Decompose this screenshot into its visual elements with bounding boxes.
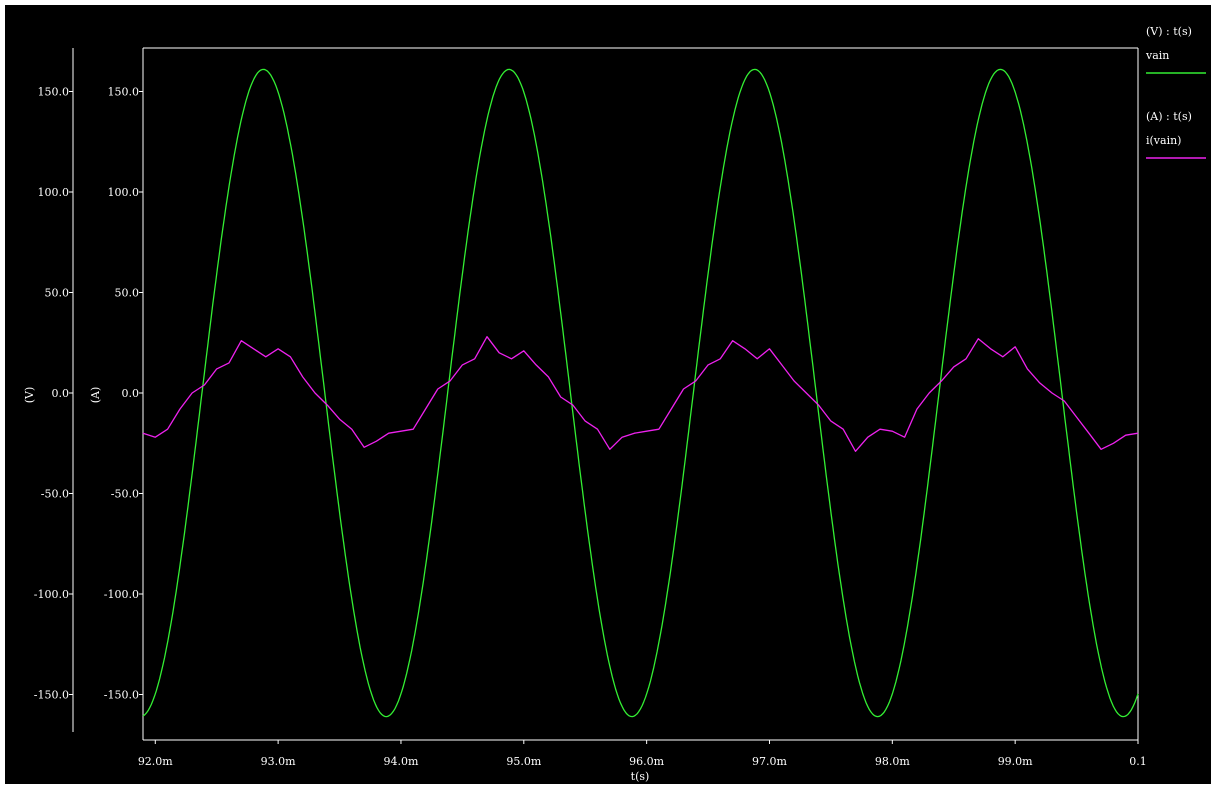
x-tick-label: 96.0m [629,755,664,768]
x-tick-label: 99.0m [998,755,1033,768]
series-layer [142,68,1139,718]
plot-window: 150.0 100.0 50.0 0.0 -50.0 -100.0 -150.0 150.0… [5,5,1211,784]
y-tick-label-current: 0.0 [122,387,140,400]
legend: (V) : t(s) vain (A) : t(s) i(vain) [1145,25,1206,159]
y-tick-label-voltage: -100.0 [34,588,69,601]
y-tick-label-voltage: 100.0 [38,186,70,199]
x-tick-label: 97.0m [752,755,787,768]
series-line-i-vain [142,336,1139,452]
x-tick-label: 0.1 [1129,755,1147,768]
x-tick-label: 98.0m [875,755,910,768]
y-axis-voltage-ticks: 150.0 100.0 50.0 0.0 -50.0 -100.0 -150.0 [34,86,73,702]
y-tick-label-voltage: -50.0 [41,488,69,501]
y-tick-label-current: -100.0 [104,588,139,601]
legend-series-name: i(vain) [1146,134,1181,147]
y-tick-label-current: -50.0 [111,488,139,501]
y-tick-label-current: 150.0 [108,86,140,99]
y-tick-label-current: -150.0 [104,689,139,702]
legend-header: (A) : t(s) [1146,110,1192,123]
x-tick-label: 95.0m [506,755,541,768]
y-tick-label-current: 50.0 [115,287,140,300]
y-axis-current-label: (A) [89,387,102,404]
y-tick-label-voltage: 0.0 [52,387,70,400]
legend-series-name: vain [1145,49,1169,62]
x-axis-label: t(s) [631,770,650,783]
x-tick-label: 93.0m [261,755,296,768]
series-line-vain [142,68,1139,718]
y-tick-label-current: 100.0 [108,186,140,199]
x-tick-label: 94.0m [383,755,418,768]
y-tick-label-voltage: -150.0 [34,689,69,702]
x-axis-ticks: 92.0m 93.0m 94.0m 95.0m 96.0m 97.0m 98.0m 99.0m… [138,740,1147,768]
y-tick-label-voltage: 50.0 [45,287,70,300]
y-tick-label-voltage: 150.0 [38,86,70,99]
waveform-chart: 150.0 100.0 50.0 0.0 -50.0 -100.0 -150.0 150.0… [23,25,1206,783]
y-axis-current-ticks: 150.0 100.0 50.0 0.0 -50.0 -100.0 -150.0 [104,86,143,702]
x-tick-label: 92.0m [138,755,173,768]
legend-header: (V) : t(s) [1146,25,1192,38]
y-axis-voltage-label: (V) [23,387,36,404]
